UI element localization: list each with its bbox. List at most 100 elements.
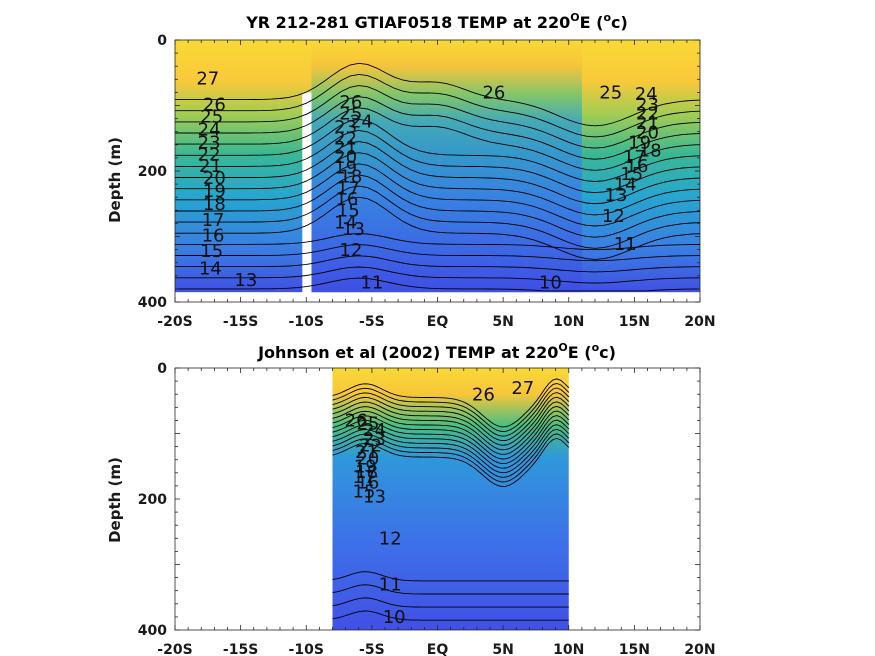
bottom-isotherm-25 (332, 387, 570, 437)
top-contour-label: 11 (360, 273, 383, 294)
top-contour-label: 13 (234, 270, 257, 291)
top-x-tick-label: EQ (427, 314, 449, 330)
top-contour-label: 20 (203, 168, 226, 189)
top-contour-label: 14 (614, 174, 637, 195)
bottom-isotherm-14 (332, 438, 570, 487)
top-isotherm-24 (175, 96, 701, 160)
top-contour-label: 16 (335, 189, 358, 210)
top-isotherm-27 (175, 62, 701, 127)
top-contour-label: 22 (636, 104, 659, 125)
top-contour-label: 18 (639, 140, 662, 161)
top-isotherm-11 (175, 266, 700, 284)
bottom-contour-label: 17 (353, 467, 376, 488)
bottom-contour-label: 22 (359, 436, 382, 457)
top-x-tick-label: -20S (157, 314, 192, 330)
top-contour-label: 23 (198, 132, 221, 153)
top-contours (175, 62, 701, 292)
top-isotherm-20 (175, 141, 701, 205)
bottom-contour-label: 23 (363, 429, 386, 450)
top-isotherm-26 (175, 73, 701, 138)
bottom-contour-label: 18 (355, 462, 378, 483)
top-y-tick-label: 400 (138, 295, 167, 311)
bottom-isotherm-21 (332, 405, 570, 455)
top-y-axis-label: Depth (m) (106, 137, 124, 223)
bottom-y-axis-label: Depth (m) (106, 457, 124, 543)
top-x-tick-label: 5N (492, 314, 513, 330)
top-x-tick-label: -5S (359, 314, 385, 330)
top-contour-label: 17 (337, 178, 360, 199)
bottom-contour-label: 13 (363, 487, 386, 508)
top-isotherm-21 (175, 129, 701, 194)
top-x-tick-label: 10N (553, 314, 584, 330)
top-contour-label: 21 (636, 113, 659, 134)
bottom-y-tick-label: 0 (157, 361, 167, 377)
bottom-isotherm-18 (332, 419, 570, 469)
bottom-x-tick-label: -20S (157, 642, 192, 656)
top-panel-title: YR 212-281 GTIAF0518 TEMP at 220OE (oc) (245, 11, 628, 32)
bottom-field-fill (332, 368, 569, 630)
bottom-x-tick-label: 5N (492, 642, 513, 656)
top-isotherm-25 (175, 85, 701, 149)
bottom-contour-label: 25 (356, 413, 379, 434)
top-panel: YR 212-281 GTIAF0518 TEMP at 220OE (oc) … (106, 11, 716, 330)
bottom-x-tick-label: EQ (427, 642, 449, 656)
top-contour-label: 21 (334, 138, 357, 159)
bottom-temperature-field (332, 368, 569, 630)
top-isotherm-14 (175, 233, 700, 251)
top-contour-label: 12 (602, 206, 625, 227)
top-contour-label: 15 (200, 241, 223, 262)
bottom-isotherm-17 (332, 424, 570, 474)
bottom-isotherm-15 (332, 433, 570, 483)
bottom-contour-label: 10 (383, 607, 406, 628)
bottom-isotherm-26 (332, 383, 570, 432)
top-contour-label: 17 (202, 210, 225, 231)
top-isotherm-12 (175, 255, 701, 273)
top-isotherm-22 (175, 118, 701, 182)
top-contour-label: 19 (628, 132, 651, 153)
top-x-tick-label: -15S (223, 314, 258, 330)
top-contour-label: 24 (198, 119, 221, 140)
bottom-x-tick-label: 20N (684, 642, 715, 656)
top-y-tick-label: 200 (138, 164, 167, 180)
top-x-tick-label: 15N (619, 314, 650, 330)
top-contour-label: 14 (334, 212, 357, 233)
top-contour-label: 19 (334, 157, 357, 178)
bottom-isotherm-22 (332, 401, 570, 451)
bottom-x-tick-label: -5S (359, 642, 385, 656)
top-contour-labels: 2726252423222120191817161514132625242322… (196, 68, 661, 293)
bottom-isotherm-23 (332, 396, 570, 446)
top-contour-label: 13 (605, 185, 628, 206)
bottom-isotherm-19 (332, 415, 570, 465)
bottom-contour-label: 12 (379, 529, 402, 550)
bottom-contour-label: 19 (354, 457, 377, 478)
top-contour-label: 26 (482, 83, 505, 104)
top-contour-label: 15 (337, 201, 360, 222)
bottom-x-tick-label: -10S (289, 642, 324, 656)
bottom-isotherm-24 (332, 392, 570, 442)
top-contour-label: 15 (620, 164, 643, 185)
bottom-isotherm-12 (332, 584, 569, 595)
bottom-isotherm-20 (332, 410, 570, 460)
bottom-contour-label: 11 (379, 574, 402, 595)
top-contour-label: 20 (636, 123, 659, 144)
top-contour-label: 13 (342, 219, 365, 240)
bottom-y-tick-label: 200 (138, 492, 167, 508)
top-contour-label: 26 (203, 95, 226, 116)
top-contour-label: 16 (626, 156, 649, 177)
top-isotherm-16 (175, 185, 701, 249)
bottom-contour-label: 15 (353, 481, 376, 502)
top-contour-label: 14 (199, 258, 222, 279)
top-contour-label: 25 (599, 83, 622, 104)
top-contour-label: 17 (623, 147, 646, 168)
top-contour-label: 25 (339, 104, 362, 125)
bottom-isotherm-27 (332, 378, 570, 428)
bottom-contour-label: 20 (356, 449, 379, 470)
bottom-x-tick-label: 10N (553, 642, 584, 656)
top-isotherm-19 (175, 152, 701, 216)
bottom-panel: Johnson et al (2002) TEMP at 220OE (oc) … (106, 341, 716, 656)
top-x-tick-label: -10S (289, 314, 324, 330)
top-y-tick-label: 0 (157, 33, 167, 49)
top-contour-label: 18 (339, 167, 362, 188)
bottom-contour-label: 21 (355, 442, 378, 463)
top-contour-label: 18 (203, 194, 226, 215)
